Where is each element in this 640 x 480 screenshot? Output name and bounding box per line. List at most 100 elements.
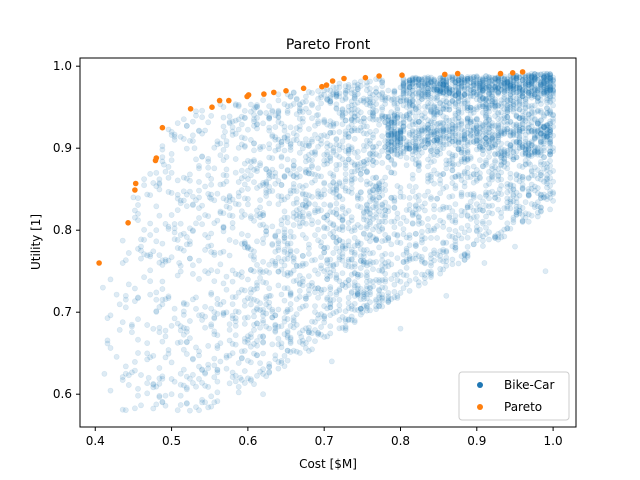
- bike-car-point: [267, 292, 274, 299]
- bike-car-point: [449, 155, 456, 162]
- bike-car-point: [455, 131, 462, 138]
- bike-car-point: [498, 150, 505, 157]
- bike-car-point: [498, 145, 505, 152]
- bike-car-point: [254, 305, 260, 311]
- bike-car-point: [388, 261, 395, 268]
- bike-car-point: [162, 354, 169, 361]
- bike-car-point: [168, 157, 175, 164]
- bike-car-point: [363, 246, 370, 253]
- bike-car-point: [232, 156, 239, 162]
- bike-car-point: [199, 399, 205, 406]
- bike-car-point: [354, 117, 361, 123]
- bike-car-point: [189, 228, 196, 235]
- bike-car-point: [162, 220, 169, 227]
- bike-car-point: [321, 245, 328, 251]
- bike-car-point: [296, 287, 303, 294]
- bike-car-point: [330, 209, 337, 216]
- bike-car-point: [321, 91, 328, 98]
- bike-car-point: [406, 116, 413, 123]
- y-tick-label: 0.9: [53, 141, 72, 155]
- bike-car-point: [437, 172, 444, 179]
- bike-car-point: [284, 328, 291, 334]
- bike-car-point: [312, 338, 318, 344]
- bike-car-point: [351, 135, 358, 142]
- bike-car-point: [354, 154, 361, 161]
- bike-car-point: [244, 201, 251, 208]
- bike-car-point: [272, 352, 279, 359]
- bike-car-point: [400, 79, 407, 86]
- bike-car-point: [309, 138, 315, 145]
- bike-car-point: [351, 270, 358, 277]
- bike-car-point: [504, 140, 511, 147]
- bike-car-point: [473, 177, 480, 184]
- bike-car-point: [235, 179, 242, 185]
- bike-car-point: [486, 90, 492, 96]
- bike-car-point: [217, 261, 224, 268]
- bike-car-point: [376, 182, 382, 189]
- pareto-point: [323, 82, 330, 88]
- bike-car-point: [177, 220, 184, 227]
- bike-car-point: [391, 88, 398, 95]
- bike-car-point: [473, 74, 480, 81]
- bike-car-point: [247, 101, 254, 108]
- bike-car-point: [458, 94, 465, 100]
- bike-car-point: [199, 221, 205, 228]
- bike-car-point: [363, 178, 370, 185]
- bike-car-point: [220, 310, 227, 317]
- bike-car-point: [251, 313, 257, 320]
- bike-car-point: [385, 164, 392, 171]
- bike-car-point: [299, 252, 306, 259]
- y-axis-title: Utility [1]: [29, 214, 43, 270]
- bike-car-point: [226, 113, 233, 120]
- bike-car-point: [247, 286, 254, 292]
- bike-car-point: [437, 217, 444, 224]
- bike-car-point: [376, 208, 382, 215]
- bike-car-point: [305, 241, 312, 248]
- bike-car-point: [501, 233, 508, 240]
- bike-car-point: [437, 180, 444, 187]
- bike-car-point: [315, 330, 321, 337]
- bike-car-point: [489, 78, 495, 84]
- bike-car-point: [370, 226, 376, 233]
- bike-car-point: [544, 133, 550, 140]
- bike-car-point: [315, 294, 321, 301]
- bike-car-point: [501, 80, 508, 87]
- bike-car-point: [357, 285, 364, 292]
- pareto-point: [497, 70, 504, 77]
- bike-car-point: [376, 181, 382, 187]
- bike-car-point: [183, 328, 190, 335]
- bike-car-point: [183, 400, 190, 406]
- bike-car-point: [238, 141, 245, 148]
- bike-car-point: [330, 261, 337, 268]
- bike-car-point: [519, 174, 526, 181]
- bike-car-point: [290, 162, 297, 169]
- bike-car-point: [214, 398, 221, 405]
- bike-car-point: [104, 340, 111, 347]
- bike-car-point: [434, 235, 440, 241]
- bike-car-point: [156, 252, 163, 258]
- bike-car-point: [247, 246, 254, 253]
- bike-car-point: [458, 73, 465, 80]
- bike-car-point: [183, 241, 190, 248]
- bike-car-point: [428, 177, 434, 184]
- bike-car-point: [409, 81, 416, 87]
- bike-car-point: [513, 199, 520, 206]
- bike-car-point: [434, 127, 440, 134]
- bike-car-point: [479, 83, 486, 89]
- bike-car-point: [412, 243, 419, 250]
- bike-car-point: [450, 161, 457, 168]
- bike-car-point: [237, 374, 244, 381]
- bike-car-point: [241, 115, 248, 122]
- bike-car-point: [333, 135, 340, 142]
- bike-car-point: [452, 182, 459, 189]
- bike-car-point: [223, 273, 230, 280]
- bike-car-point: [400, 80, 407, 87]
- bike-car-point: [327, 230, 334, 237]
- bike-car-point: [415, 143, 422, 150]
- bike-car-point: [269, 223, 276, 230]
- bike-car-point: [196, 215, 202, 221]
- bike-car-point: [370, 112, 376, 119]
- bike-car-point: [278, 120, 285, 127]
- bike-car-point: [315, 285, 321, 292]
- bike-car-point: [418, 236, 425, 243]
